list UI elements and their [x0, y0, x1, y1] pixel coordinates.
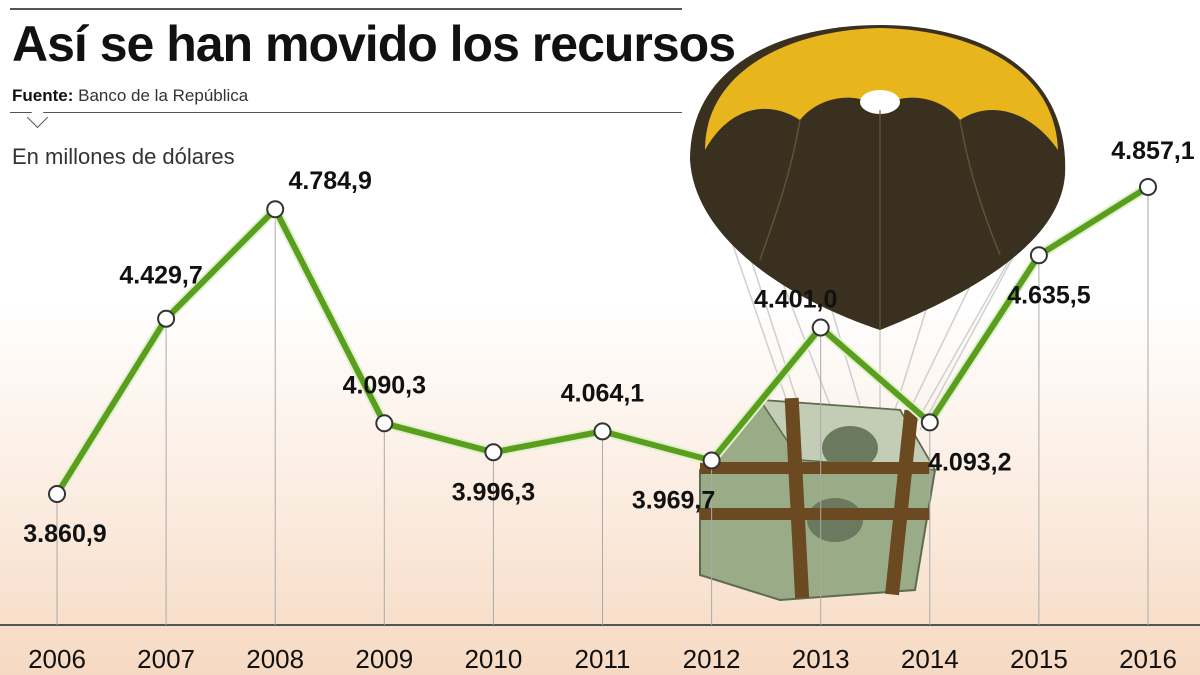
value-labels: 3.860,9 4.429,7 4.784,9 4.090,3 3.996,3 4.064… — [23, 137, 1195, 548]
value-label-2010: 3.996,3 — [452, 478, 535, 506]
x-tick-label-2009: 2009 — [355, 644, 413, 674]
x-tick-label-2011: 2011 — [575, 644, 631, 674]
value-label-2009: 4.090,3 — [343, 371, 426, 399]
value-label-2006: 3.860,9 — [23, 520, 106, 548]
value-label-2013: 4.401,0 — [754, 286, 837, 314]
data-point-2016 — [1139, 178, 1157, 196]
data-point-2015 — [1029, 246, 1048, 265]
x-tick-label-2014: 2014 — [901, 644, 959, 674]
parachute-with-money-bundle-icon — [690, 25, 1066, 602]
source-value: Banco de la República — [78, 86, 249, 105]
value-label-2011: 4.064,1 — [561, 379, 645, 407]
x-tick-labels: 2006 2007 2008 2009 2010 2011 2012 2013 2014 2015… — [28, 644, 1177, 674]
value-label-2012: 3.969,7 — [632, 486, 715, 514]
data-point-2007 — [157, 309, 176, 328]
x-tick-label-2006: 2006 — [28, 644, 86, 674]
x-tick-label-2012: 2012 — [683, 644, 741, 674]
data-point-2008 — [266, 200, 285, 219]
x-tick-label-2010: 2010 — [464, 644, 522, 674]
value-label-2008: 4.784,9 — [288, 167, 371, 195]
x-tick-label-2016: 2016 — [1119, 644, 1177, 674]
data-point-2006 — [48, 485, 66, 503]
source-line: Fuente: Banco de la República — [12, 86, 248, 106]
chart-title: Así se han movido los recursos — [12, 16, 736, 72]
x-tick-label-2008: 2008 — [246, 644, 304, 674]
data-point-2010 — [484, 443, 503, 462]
header-divider — [10, 112, 682, 113]
value-label-2016: 4.857,1 — [1111, 137, 1195, 165]
data-point-2009 — [375, 414, 394, 433]
unit-label: En millones de dólares — [12, 144, 235, 169]
value-label-2015: 4.635,5 — [1007, 281, 1091, 309]
data-point-2012 — [702, 451, 721, 470]
data-markers — [48, 178, 1157, 503]
drop-lines — [56, 187, 1149, 625]
x-tick-label-2013: 2013 — [792, 644, 850, 674]
source-label: Fuente: — [12, 86, 74, 105]
data-point-2013 — [811, 318, 830, 337]
x-tick-label-2015: 2015 — [1010, 644, 1068, 674]
data-point-2011 — [593, 422, 612, 441]
header-top-rule — [10, 8, 682, 10]
value-label-2007: 4.429,7 — [119, 262, 202, 290]
data-point-2014 — [920, 413, 939, 432]
value-label-2014: 4.093,2 — [928, 448, 1011, 476]
x-tick-label-2007: 2007 — [137, 644, 195, 674]
